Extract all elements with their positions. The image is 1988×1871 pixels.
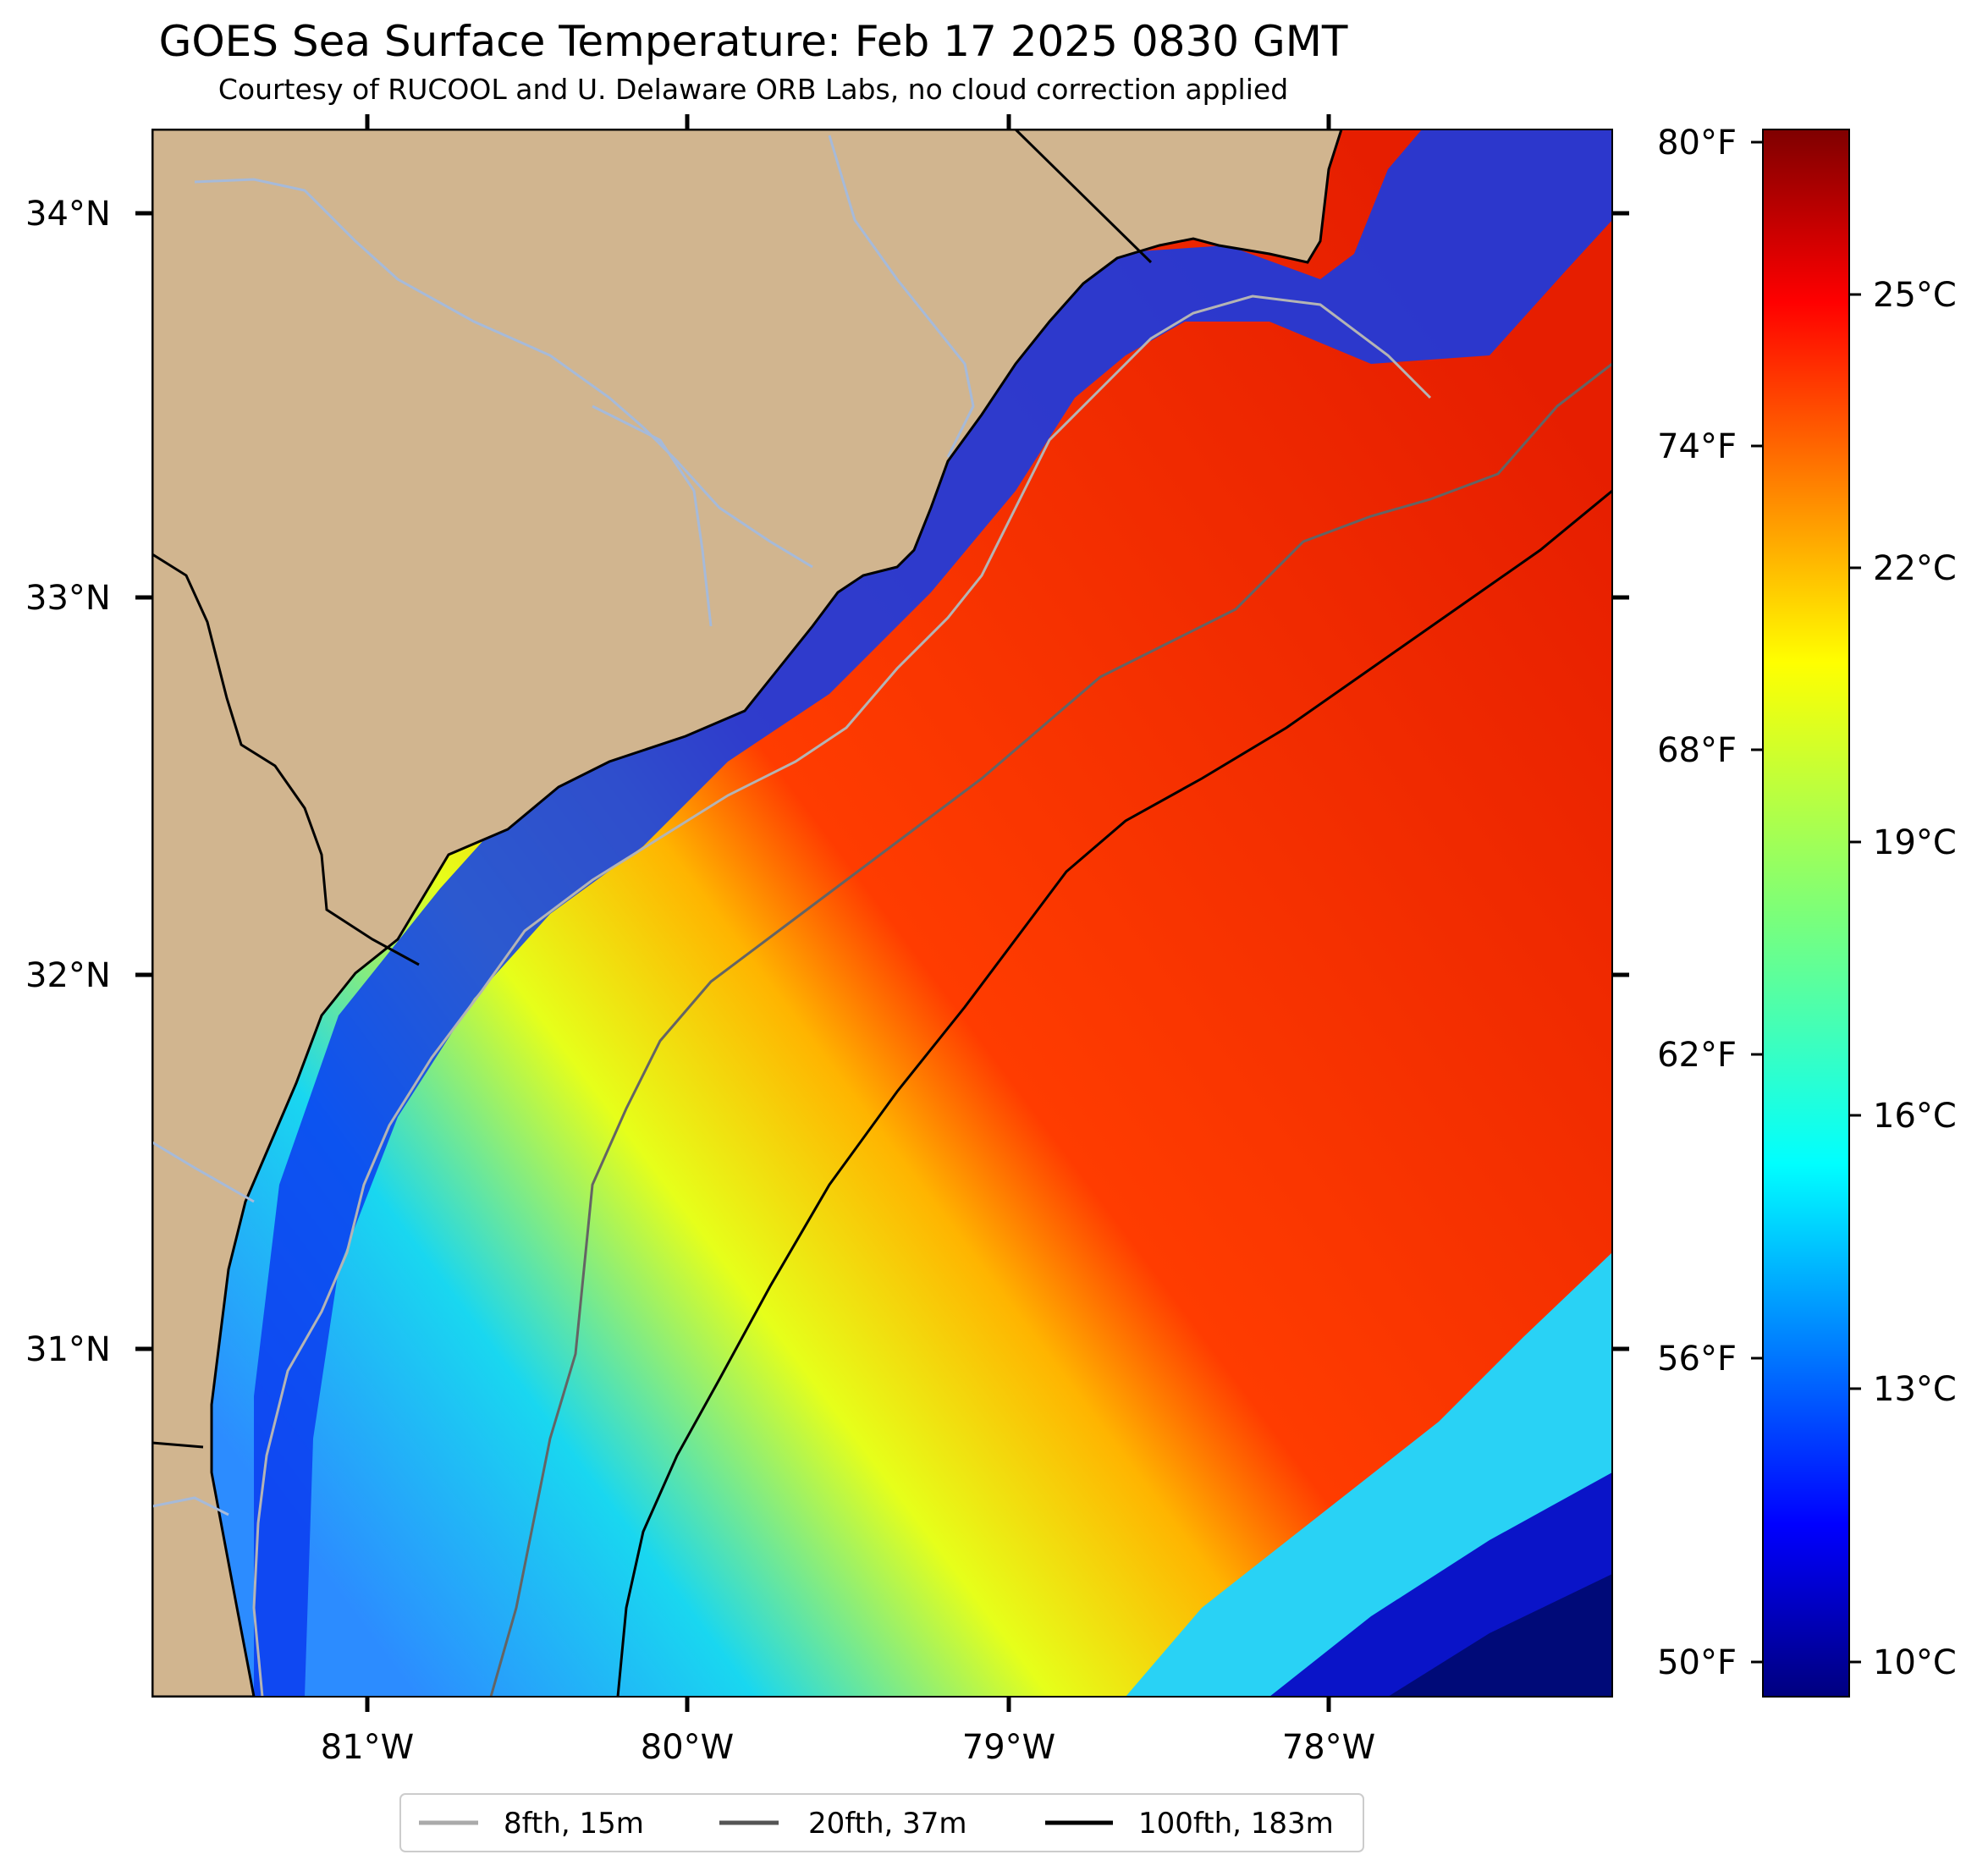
isobath-20fth [489, 362, 1612, 1697]
colorbar-gradient [1762, 129, 1850, 1698]
fahrenheit-label: 68°F [1657, 731, 1737, 770]
lat-label: 31°N [25, 1330, 111, 1369]
lat-label: 34°N [25, 195, 111, 234]
state-borders [152, 129, 1153, 1449]
fahrenheit-label: 56°F [1657, 1340, 1737, 1378]
fahrenheit-label: 80°F [1657, 124, 1737, 162]
colorbar-fahrenheit-labels: 80°F 74°F 68°F 62°F 56°F 50°F [1657, 124, 1737, 1682]
colorbar-celsius-labels: 25°C 22°C 19°C 16°C 13°C 10°C [1873, 276, 1957, 1682]
celsius-label: 10°C [1873, 1643, 1957, 1682]
lat-label: 32°N [25, 956, 111, 995]
isobath-8fth [252, 294, 1432, 1697]
legend-label-8fth: 8fth, 15m [504, 1807, 644, 1841]
fahrenheit-label: 74°F [1657, 427, 1737, 466]
celsius-label: 19°C [1873, 823, 1957, 862]
celsius-label: 16°C [1873, 1097, 1957, 1136]
celsius-label: 22°C [1873, 549, 1957, 588]
map-frame [151, 129, 1613, 1698]
longitude-labels: 81°W 80°W 79°W 78°W [321, 1728, 1375, 1767]
colorbar-ticks [1751, 140, 1861, 1664]
fahrenheit-label: 62°F [1657, 1036, 1737, 1075]
legend: 8fth, 15m 20fth, 37m 100fth, 183m [399, 1793, 1364, 1852]
legend-label-20fth: 20fth, 37m [808, 1807, 967, 1841]
colorbar: 80°F 74°F 68°F 62°F 56°F 50°F 25°C 22°C … [1657, 124, 1957, 1698]
rivers [152, 135, 975, 1516]
legend-box [399, 1793, 1364, 1852]
land [152, 129, 1343, 1697]
lon-label: 81°W [321, 1728, 414, 1767]
legend-label-100fth: 100fth, 183m [1138, 1807, 1334, 1841]
lon-label: 80°W [641, 1728, 734, 1767]
celsius-label: 25°C [1873, 276, 1957, 315]
lat-label: 33°N [25, 579, 111, 618]
longitude-ticks [365, 114, 1331, 1712]
fahrenheit-label: 50°F [1657, 1643, 1737, 1682]
map-title: GOES Sea Surface Temperature: Feb 17 202… [158, 17, 1348, 66]
lon-label: 78°W [1282, 1728, 1375, 1767]
lon-label: 79°W [962, 1728, 1055, 1767]
map-subtitle: Courtesy of RUCOOL and U. Delaware ORB L… [218, 73, 1289, 106]
celsius-label: 13°C [1873, 1370, 1957, 1409]
map-area[interactable] [152, 129, 1612, 1697]
isobath-100fth [616, 489, 1612, 1697]
latitude-labels: 34°N 33°N 32°N 31°N [25, 195, 111, 1369]
offshore-darkest [1388, 1574, 1612, 1697]
latitude-ticks [135, 211, 1629, 1351]
